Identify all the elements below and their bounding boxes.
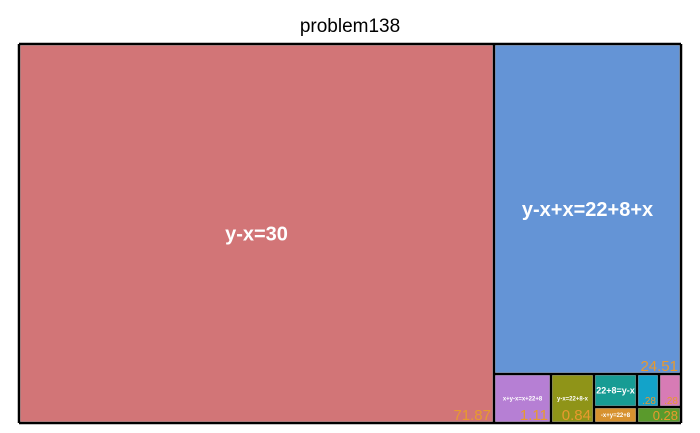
treemap-tile: y-x=22+8-x 0.84 [552,375,593,424]
treemap-tile: 0.28 [638,408,680,423]
tile-rect [660,375,680,406]
tile-rect [638,375,658,406]
tile-label: y-x=30 [225,224,288,246]
tile-label: 22+8=y-x [596,386,635,396]
tile-rect [20,45,493,422]
treemap-tile: y-x=30 71.87 [20,45,493,424]
tile-value-label: 0.28 [653,408,678,423]
treemap-tile: y-x+x=22+8+x 24.51 [495,45,680,375]
tile-label: y-x=22+8-x [557,397,589,403]
tile-rect [595,408,636,422]
treemap-tile: .28 [660,375,680,407]
treemap-tile: .28 [638,375,658,407]
treemap-tile: -x+y=22+8 [595,408,636,422]
tile-rect [495,375,550,422]
tile-label: x+y-x=x+22+8 [503,397,543,403]
tile-rect [638,408,680,422]
tile-value-label: 1.11 [520,407,548,424]
chart-title: problem138 [299,16,401,37]
tile-rect [595,375,636,406]
tile-label: -x+y=22+8 [601,413,631,419]
tile-rect [552,375,593,422]
tile-rect [495,45,680,373]
treemap-tile: x+y-x=x+22+8 1.11 [495,375,550,424]
tile-value-label: 71.87 [453,407,491,424]
tile-label: y-x+x=22+8+x [522,199,653,221]
tile-value-label: .28 [664,396,678,407]
tile-value-label: .28 [642,396,656,407]
tile-value-label: 0.84 [562,407,591,424]
tile-value-label: 24.51 [640,358,678,375]
treemap-tile: 22+8=y-x [595,375,636,406]
